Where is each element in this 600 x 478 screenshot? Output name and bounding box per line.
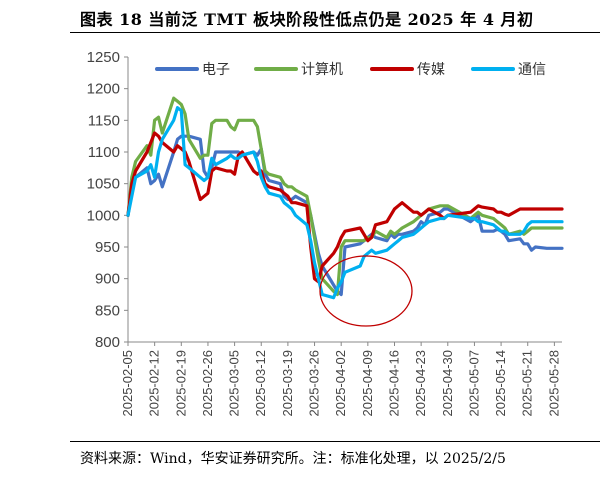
title-rule bbox=[70, 32, 600, 33]
x-tick-label: 2025-05-07 bbox=[466, 350, 481, 417]
line-chart: 800 850 900 950 1000 1050 1100 1150 1200 1250 2025… bbox=[87, 49, 564, 417]
series-line-1 bbox=[126, 96, 564, 297]
x-tick-label: 2025-04-09 bbox=[360, 350, 375, 417]
x-tick-label: 2025-05-21 bbox=[520, 350, 535, 417]
chart-axes: 800 850 900 950 1000 1050 1100 1150 1200 1250 2025… bbox=[87, 49, 562, 417]
x-tick-label: 2025-02-26 bbox=[200, 350, 215, 417]
chart-lines bbox=[126, 96, 564, 300]
legend-label-3: 通信 bbox=[518, 62, 546, 78]
x-tick-label: 2025-05-14 bbox=[493, 350, 508, 417]
legend-label-0: 电子 bbox=[202, 62, 230, 78]
series-line-2 bbox=[126, 131, 564, 284]
y-tick-label: 1050 bbox=[87, 176, 120, 193]
y-tick-label: 1250 bbox=[87, 49, 120, 66]
x-tick-label: 2025-05-28 bbox=[546, 350, 561, 417]
x-tick-label: 2025-04-16 bbox=[386, 350, 401, 417]
x-tick-label: 2025-03-19 bbox=[280, 350, 295, 417]
legend-label-1: 计算机 bbox=[301, 62, 343, 78]
y-tick-label: 850 bbox=[95, 302, 120, 319]
y-tick-label: 800 bbox=[95, 334, 120, 351]
series-line-3 bbox=[126, 106, 564, 300]
y-tick-label: 1000 bbox=[87, 207, 120, 224]
x-tick-label: 2025-02-12 bbox=[147, 350, 162, 417]
x-tick-label: 2025-03-26 bbox=[307, 350, 322, 417]
y-tick-label: 950 bbox=[95, 239, 120, 256]
x-tick-label: 2025-03-12 bbox=[253, 350, 268, 417]
y-tick-label: 1150 bbox=[88, 112, 120, 129]
source-rule bbox=[70, 441, 600, 442]
y-tick-label: 1100 bbox=[88, 144, 120, 161]
chart-annotation bbox=[319, 255, 413, 327]
x-tick-label: 2025-04-23 bbox=[413, 350, 428, 417]
y-tick-label: 1200 bbox=[87, 81, 120, 98]
x-tick-label: 2025-02-19 bbox=[173, 350, 188, 417]
y-tick-label: 900 bbox=[95, 271, 120, 288]
x-tick-label: 2025-04-30 bbox=[440, 350, 455, 417]
x-tick-label: 2025-04-02 bbox=[333, 350, 348, 417]
figure-title: 图表 18 当前泛 TMT 板块阶段性低点仍是 2025 年 4 月初 bbox=[80, 10, 534, 29]
legend-label-2: 传媒 bbox=[417, 62, 445, 78]
x-tick-label: 2025-02-05 bbox=[120, 350, 135, 417]
chart-legend: 电子 计算机 传媒 通信 bbox=[155, 62, 546, 78]
source-note: 资料来源：Wind，华安证券研究所。注：标准化处理，以 2025/2/5 bbox=[80, 451, 506, 467]
low-point-ellipse bbox=[319, 255, 413, 327]
x-tick-label: 2025-03-05 bbox=[227, 350, 242, 417]
